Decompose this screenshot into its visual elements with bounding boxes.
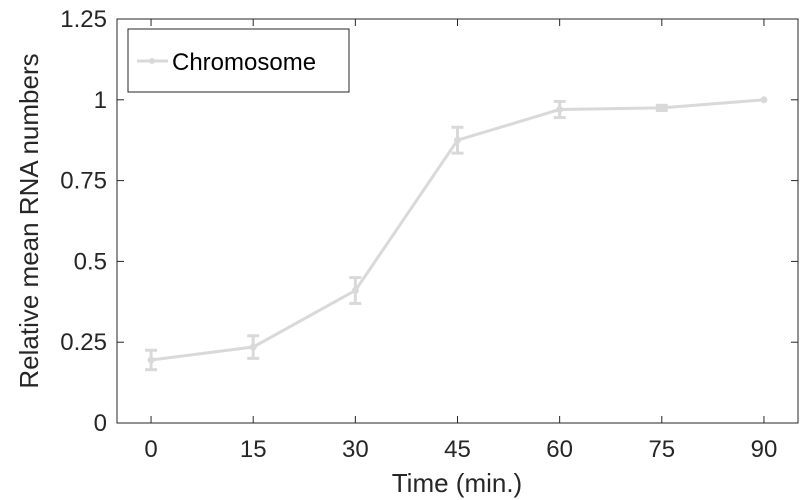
x-axis-ticks: 0 15 30 45 60 75 90 (144, 19, 777, 463)
x-tick-label: 75 (648, 436, 675, 463)
data-point (249, 343, 257, 351)
y-axis-title: Relative mean RNA numbers (14, 53, 44, 388)
legend-series-label: Chromosome (172, 49, 316, 76)
x-tick-label: 0 (144, 436, 157, 463)
x-axis-title: Time (min.) (392, 468, 522, 498)
y-axis-ticks: 0 0.25 0.5 0.75 1 1.25 (60, 6, 798, 437)
y-tick-label: 1.25 (60, 6, 107, 33)
x-tick-label: 60 (546, 436, 573, 463)
y-tick-label: 0.5 (74, 248, 107, 275)
data-point (454, 136, 461, 144)
y-tick-label: 0.75 (60, 168, 107, 195)
data-point (556, 105, 564, 113)
x-tick-label: 45 (444, 436, 471, 463)
x-tick-label: 30 (342, 436, 369, 463)
y-tick-label: 1 (94, 87, 107, 114)
data-point (658, 104, 666, 112)
data-point (147, 356, 155, 364)
legend-series-marker (149, 58, 155, 64)
y-tick-label: 0 (94, 410, 107, 437)
x-tick-label: 15 (240, 436, 267, 463)
data-point (351, 286, 359, 294)
data-point (760, 96, 768, 104)
plot-area (145, 96, 768, 372)
x-tick-label: 90 (751, 436, 778, 463)
legend: Chromosome (127, 28, 350, 93)
y-tick-label: 0.25 (60, 329, 107, 356)
